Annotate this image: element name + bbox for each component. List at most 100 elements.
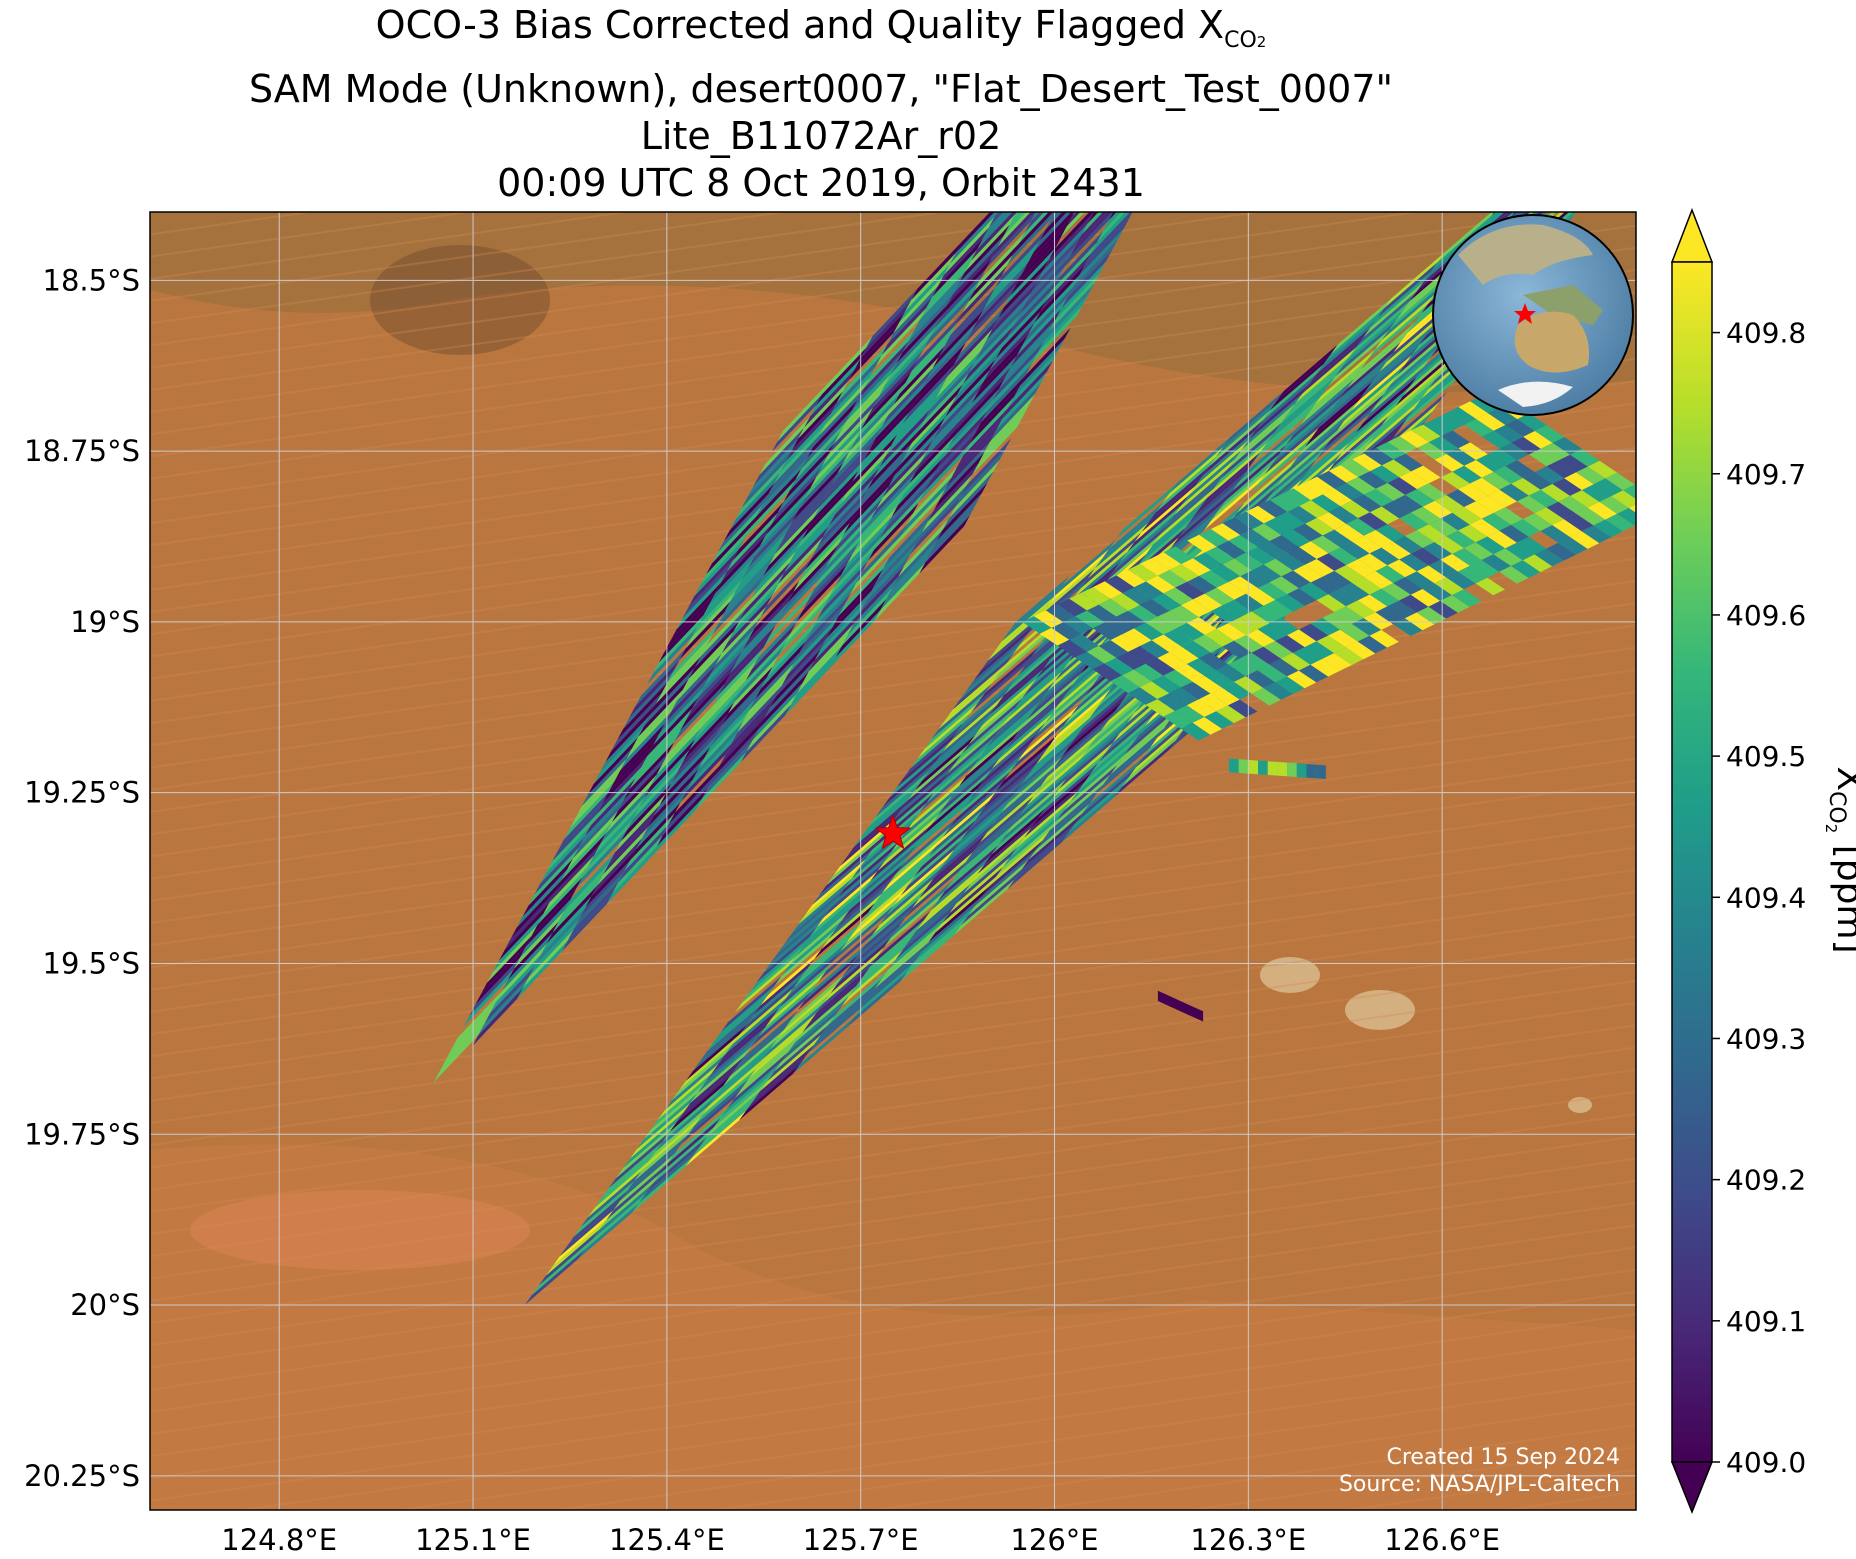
swath-cell: [1328, 629, 1358, 648]
swath-cell: [837, 415, 889, 474]
swath-cell: [1157, 652, 1187, 670]
swath-cell: [927, 391, 979, 451]
swath-cell: [1428, 436, 1459, 454]
lat-tick-label: 20°S: [70, 1288, 140, 1322]
swath-cell: [782, 626, 833, 686]
swath-cell: [581, 747, 633, 807]
swath-cell: [844, 917, 906, 974]
swath-cell: [1169, 646, 1199, 664]
swath-cell: [1003, 212, 1027, 236]
swath-cell: [1576, 128, 1637, 184]
swath-cell: [646, 1137, 707, 1193]
swath-cell: [1270, 354, 1331, 411]
swath-cell: [915, 342, 966, 402]
swath-cell: [1340, 541, 1370, 560]
swath-cell: [1045, 100, 1096, 158]
swath-cell: [781, 919, 843, 976]
swath-cell: [1335, 320, 1397, 377]
swath-cell: [745, 550, 797, 610]
swath-cell: [617, 752, 669, 811]
swath-cell: [733, 501, 784, 561]
swath-cell: [732, 988, 794, 1045]
swath-cell: [1381, 459, 1412, 478]
swath-cell: [873, 420, 925, 479]
swath-cell: [1067, 239, 1119, 298]
swath-cell: [1020, 327, 1071, 386]
swath-cell: [919, 842, 981, 899]
swath-cell: [943, 695, 1004, 752]
swath-cell: [719, 707, 771, 766]
swath-cell: [644, 667, 695, 726]
swath-cell: [1145, 699, 1175, 717]
swath-cell: [1393, 618, 1423, 636]
swath-cell: [1092, 622, 1123, 641]
swath-cell: [1599, 67, 1660, 123]
swath-cell: [843, 404, 895, 463]
swath-cell: [1552, 519, 1582, 537]
swath-cell: [894, 417, 946, 476]
swath-cell: [1393, 536, 1423, 554]
swath-cell: [1057, 678, 1118, 735]
swath-cell: [650, 656, 701, 715]
swath-cell: [984, 722, 1046, 779]
swath-cell: [558, 792, 609, 851]
swath-cell: [600, 785, 651, 845]
swath-cell: [623, 741, 675, 800]
swath-cell: [943, 471, 994, 530]
swath-cell: [676, 1066, 738, 1123]
swath-cell: [730, 614, 782, 673]
swath-cell: [567, 811, 618, 870]
swath-cell: [1140, 558, 1170, 576]
swath-cell: [543, 855, 595, 914]
swath-cell: [1081, 532, 1142, 588]
swath-cell: [1216, 664, 1246, 682]
swath-cell: [760, 1034, 822, 1091]
swath-cell: [1534, 507, 1565, 526]
swath-cell: [908, 282, 960, 341]
swath-cell: [889, 827, 950, 884]
swath-cell: [909, 425, 961, 484]
swath-cell: [978, 646, 1039, 703]
swath-cell: [585, 1193, 647, 1249]
swath-cell: [870, 910, 931, 967]
swath-cell: [1428, 559, 1458, 578]
swath-cell: [768, 435, 820, 494]
swath-cell: [996, 371, 1047, 430]
swath-cell: [973, 624, 1035, 681]
swath-cell: [1322, 570, 1352, 589]
swath-cell: [606, 1163, 668, 1220]
swath-cell: [1299, 500, 1329, 518]
swath-cell: [1123, 99, 1174, 157]
swath-cell: [888, 428, 940, 487]
swath-cell: [898, 785, 960, 842]
swath-cell: [758, 980, 819, 1037]
swath-cell: [693, 1014, 754, 1071]
swath-cell: [721, 595, 773, 654]
swath-cell: [1064, 138, 1115, 196]
swath-cell: [788, 910, 850, 966]
swath-cell: [820, 590, 872, 649]
swath-cell: [1075, 681, 1137, 738]
swath-cell: [1045, 752, 1106, 809]
swath-cell: [739, 1064, 801, 1121]
swath-cell: [1204, 628, 1235, 647]
swath-cell: [1641, 496, 1670, 514]
gridlines: [150, 212, 1636, 1510]
swath-cell: [1068, 776, 1130, 833]
swath-cell: [1558, 495, 1588, 514]
swath-cell: [767, 618, 818, 678]
swath-cell: [914, 271, 966, 330]
swath-cell: [855, 382, 906, 441]
swath-cell: [1075, 610, 1105, 629]
swath-cell: [1082, 212, 1104, 235]
swath-cell: [1104, 616, 1134, 635]
swath-cell: [989, 240, 1040, 299]
swath-cell: [1458, 483, 1488, 502]
swath-cell: [1127, 495, 1189, 552]
swath-cell: [1328, 330, 1389, 386]
swath-cell: [591, 766, 642, 826]
swath-cell: [987, 352, 1038, 411]
swath-cell: [963, 837, 1025, 894]
swath-cell: [1274, 376, 1336, 433]
swath-cell: [725, 625, 776, 684]
